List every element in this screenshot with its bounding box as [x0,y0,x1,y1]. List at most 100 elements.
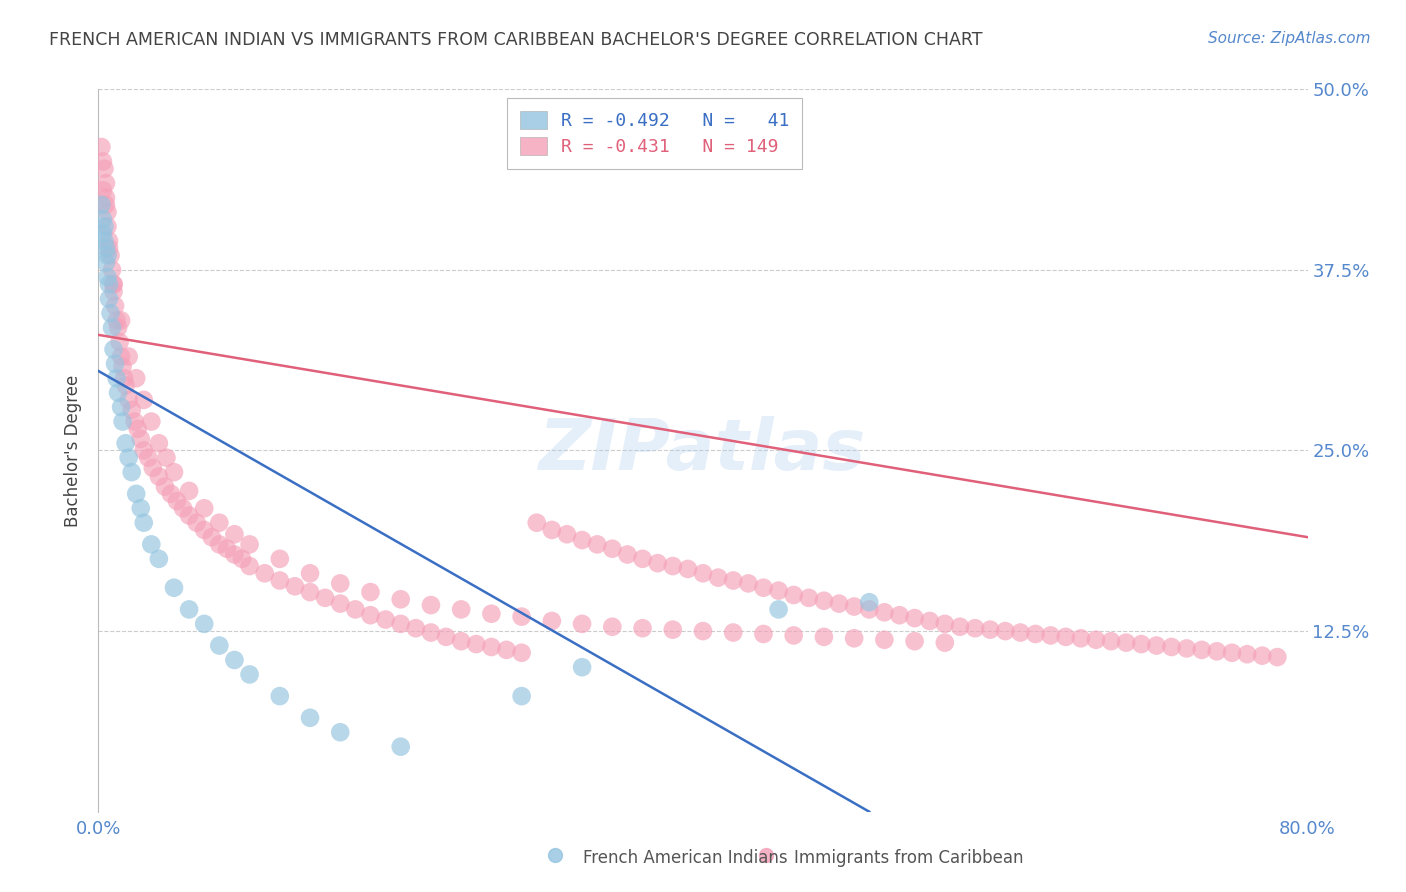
Point [100,306,122,320]
Point [163,581,186,595]
Point [602,620,624,634]
Point [93,234,115,248]
Point [98,277,121,292]
Point [768,583,790,598]
Legend: R = -0.492   N =   41, R = -0.431   N = 149: R = -0.492 N = 41, R = -0.431 N = 149 [508,98,803,169]
Point [465,637,488,651]
Point [125,371,148,385]
Point [118,392,141,407]
Point [91,227,114,241]
Point [783,628,806,642]
Point [269,689,291,703]
Point [858,595,880,609]
Point [813,593,835,607]
Point [148,551,170,566]
Point [118,450,141,465]
Point [647,556,669,570]
Point [239,537,262,551]
Point [676,562,699,576]
Point [239,559,262,574]
Point [98,241,121,255]
Point [94,241,117,255]
Point [193,616,215,631]
Point [797,591,820,605]
Point [979,623,1001,637]
Point [299,566,322,581]
Point [148,436,170,450]
Point [1010,625,1032,640]
Point [186,516,208,530]
Point [1206,644,1229,658]
Point [1039,628,1062,642]
Point [314,591,336,605]
Point [1191,643,1213,657]
Point [93,161,115,176]
Point [904,634,927,648]
Point [783,588,806,602]
Point [889,608,911,623]
Y-axis label: Bachelor's Degree: Bachelor's Degree [65,375,83,526]
Point [104,299,127,313]
Point [110,313,132,327]
Point [420,598,443,612]
Point [1175,641,1198,656]
Point [571,616,593,631]
Point [1085,632,1108,647]
Point [153,480,176,494]
Point [141,415,163,429]
Point [107,320,129,334]
Point [112,371,135,385]
Point [125,487,148,501]
Point [253,566,276,581]
Point [132,516,155,530]
Point [166,494,188,508]
Point [100,248,122,262]
Point [96,248,118,262]
Point [389,616,412,631]
Point [344,602,367,616]
Point [98,234,121,248]
Point [141,537,163,551]
Point [329,597,352,611]
Point [360,608,382,623]
Point [269,551,291,566]
Point [420,625,443,640]
Point [586,537,609,551]
Point [148,469,170,483]
Point [450,634,472,648]
Point [90,140,112,154]
Point [103,277,125,292]
Point [91,154,114,169]
Point [172,501,194,516]
Point [114,378,136,392]
Point [707,571,730,585]
Point [904,611,927,625]
Point [616,548,638,562]
Point [949,620,972,634]
Point [374,613,396,627]
Point [239,667,262,681]
Point [389,739,412,754]
Point [434,630,457,644]
Point [269,574,291,588]
Point [1024,627,1046,641]
Point [965,621,987,635]
Point [179,602,201,616]
Point [104,357,127,371]
Point [94,198,117,212]
Text: Immigrants from Caribbean: Immigrants from Caribbean [794,849,1024,867]
Point [107,385,129,400]
Text: Source: ZipAtlas.com: Source: ZipAtlas.com [1208,31,1371,46]
Point [94,176,117,190]
Point [934,616,956,631]
Point [571,533,593,547]
Point [163,465,186,479]
Point [828,597,851,611]
Point [994,624,1017,639]
Point [103,277,125,292]
Point [224,527,246,541]
Point [481,640,503,654]
Point [329,725,352,739]
Point [540,614,562,628]
Point [1144,639,1167,653]
